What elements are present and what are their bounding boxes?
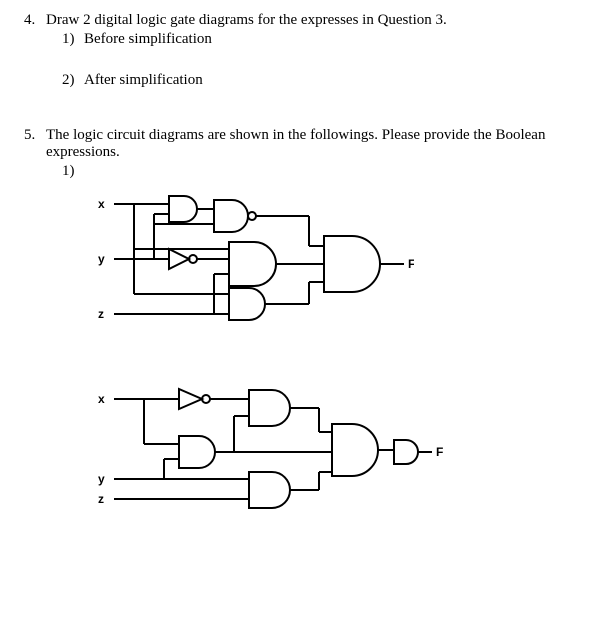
label-F: F <box>408 257 414 271</box>
q4-sub2-text: After simplification <box>84 72 203 89</box>
q4-text: Draw 2 digital logic gate diagrams for t… <box>46 12 568 29</box>
circuit-1-svg: x y z F <box>84 184 414 334</box>
q5-text: The logic circuit diagrams are shown in … <box>46 127 568 161</box>
q4-sub1: 1) Before simplification <box>62 31 568 48</box>
q4-sub1-text: Before simplification <box>84 31 212 48</box>
circuit-2-svg: x y z F <box>84 374 444 514</box>
label2-x: x <box>98 392 105 406</box>
circuit-diagram-1: x y z F <box>84 184 568 334</box>
question-5: 5. The logic circuit diagrams are shown … <box>24 127 568 514</box>
question-4: 4. Draw 2 digital logic gate diagrams fo… <box>24 12 568 89</box>
circuit-diagram-2: x y z F <box>84 374 568 514</box>
label-z: z <box>98 307 104 321</box>
label2-y: y <box>98 472 105 486</box>
label-y: y <box>98 252 105 266</box>
q4-number: 4. <box>24 12 46 29</box>
label-x: x <box>98 197 105 211</box>
q5-line: 5. The logic circuit diagrams are shown … <box>24 127 568 161</box>
q4-line: 4. Draw 2 digital logic gate diagrams fo… <box>24 12 568 29</box>
label2-z: z <box>98 492 104 506</box>
q4-sub2: 2) After simplification <box>62 72 568 89</box>
q5-number: 5. <box>24 127 46 144</box>
q4-sub1-num: 1) <box>62 31 84 48</box>
label2-F: F <box>436 445 443 459</box>
q5-sub1-num: 1) <box>62 163 84 180</box>
q4-sub2-num: 2) <box>62 72 84 89</box>
q5-sub1: 1) <box>62 163 568 180</box>
